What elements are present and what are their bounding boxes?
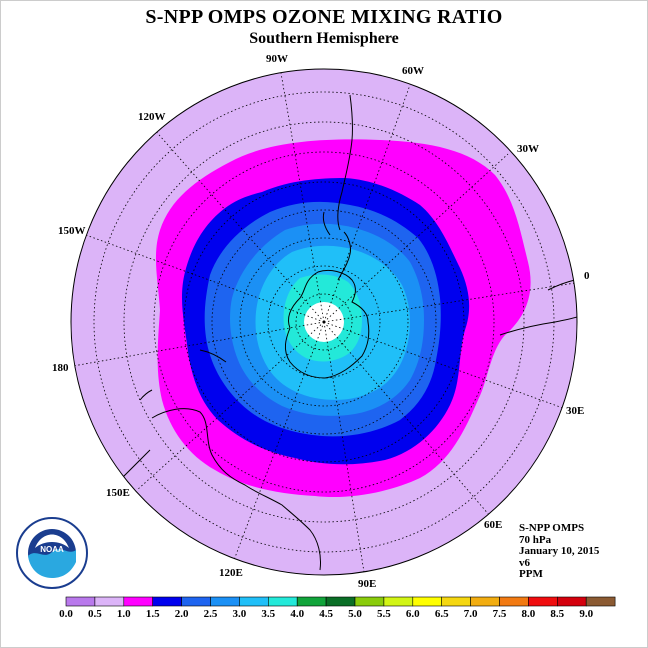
map-border xyxy=(70,68,578,576)
colorbar-tick-label: 0.0 xyxy=(59,608,73,620)
coastlines xyxy=(119,94,577,571)
lon-label-60w: 60W xyxy=(402,65,424,77)
colorbar-swatch xyxy=(65,596,96,607)
colorbar-swatch xyxy=(152,596,182,607)
lon-label-90e: 90E xyxy=(358,578,376,590)
units-label: PPM xyxy=(519,568,543,580)
colorbar-swatch xyxy=(441,596,471,607)
colorbar-tick-label: 5.0 xyxy=(348,608,362,620)
colorbar-swatch xyxy=(354,596,385,607)
colorbar-swatch xyxy=(383,596,414,607)
colorbar-swatch xyxy=(528,596,558,607)
colorbar-swatch xyxy=(239,596,269,607)
meridian-lines xyxy=(72,72,576,573)
colorbar-swatch xyxy=(470,596,500,607)
colorbar-swatch xyxy=(585,596,616,607)
lon-label-90w: 90W xyxy=(266,53,288,65)
south-pole-marker xyxy=(322,320,326,324)
colorbar-swatch xyxy=(556,596,587,607)
date-label: January 10, 2015 xyxy=(519,545,600,557)
colorbar-tick-label: 6.0 xyxy=(405,608,420,620)
colorbar-tick-label: 9.0 xyxy=(579,608,594,620)
colorbar-tick-label: 3.0 xyxy=(232,608,247,620)
colorbar-tick-label: 4.5 xyxy=(319,608,333,620)
lon-label-150w: 150W xyxy=(58,225,86,237)
noaa-logo: NOAA xyxy=(16,517,88,589)
pressure-level: 70 hPa xyxy=(519,533,552,546)
lon-label-60e: 60E xyxy=(484,519,502,531)
colorbar-swatch xyxy=(123,596,154,607)
lon-label-150e: 150E xyxy=(106,487,130,499)
colorbar-swatch xyxy=(210,596,240,607)
version-label: v6 xyxy=(519,556,530,569)
colorbar-tick-label: 8.0 xyxy=(521,608,536,620)
colorbar-swatch xyxy=(181,596,211,607)
colorbar-tick-label: 4.0 xyxy=(290,608,305,620)
colorbar-swatch xyxy=(296,596,327,607)
colorbar-tick-label: 0.5 xyxy=(88,608,102,620)
lon-label-120e: 120E xyxy=(219,567,243,579)
lon-label-120w: 120W xyxy=(138,111,166,123)
colorbar-swatch xyxy=(267,596,298,607)
colorbar-tick-label: 6.5 xyxy=(434,608,449,620)
noaa-logo-text: NOAA xyxy=(40,545,64,554)
instrument-label: S-NPP OMPS xyxy=(519,522,585,534)
lon-label-0: 0 xyxy=(584,270,590,282)
colorbar-tick-label: 1.0 xyxy=(116,608,131,620)
colorbar-swatch xyxy=(412,596,442,607)
colorbar-tick-label: 5.5 xyxy=(377,608,391,620)
product-info: S-NPP OMPS 70 hPa January 10, 2015 v6 PP… xyxy=(519,522,600,581)
map-title: S-NPP OMPS OZONE MIXING RATIO xyxy=(145,6,503,28)
map-subtitle: Southern Hemisphere xyxy=(249,30,399,47)
colorbar-tick-label: 1.5 xyxy=(145,608,160,620)
lon-label-30e: 30E xyxy=(566,405,584,417)
lon-label-30w: 30W xyxy=(517,143,539,155)
longitude-labels: 90W 60W 30W 0 30E 60E 90E 120E 150E 180 … xyxy=(52,53,590,590)
colorbar-tick-label: 8.5 xyxy=(550,608,565,620)
colorbar-tick-label: 2.0 xyxy=(174,608,189,620)
colorbar-tick-label: 7.0 xyxy=(463,608,478,620)
colorbar-swatch xyxy=(499,596,529,607)
colorbar-tick-label: 2.5 xyxy=(203,608,218,620)
colorbar-swatch xyxy=(94,596,125,607)
lon-label-180: 180 xyxy=(52,362,69,374)
colorbar-swatch xyxy=(325,596,356,607)
colorbar-tick-label: 7.5 xyxy=(492,608,507,620)
colorbar-tick-label: 3.5 xyxy=(261,608,276,620)
